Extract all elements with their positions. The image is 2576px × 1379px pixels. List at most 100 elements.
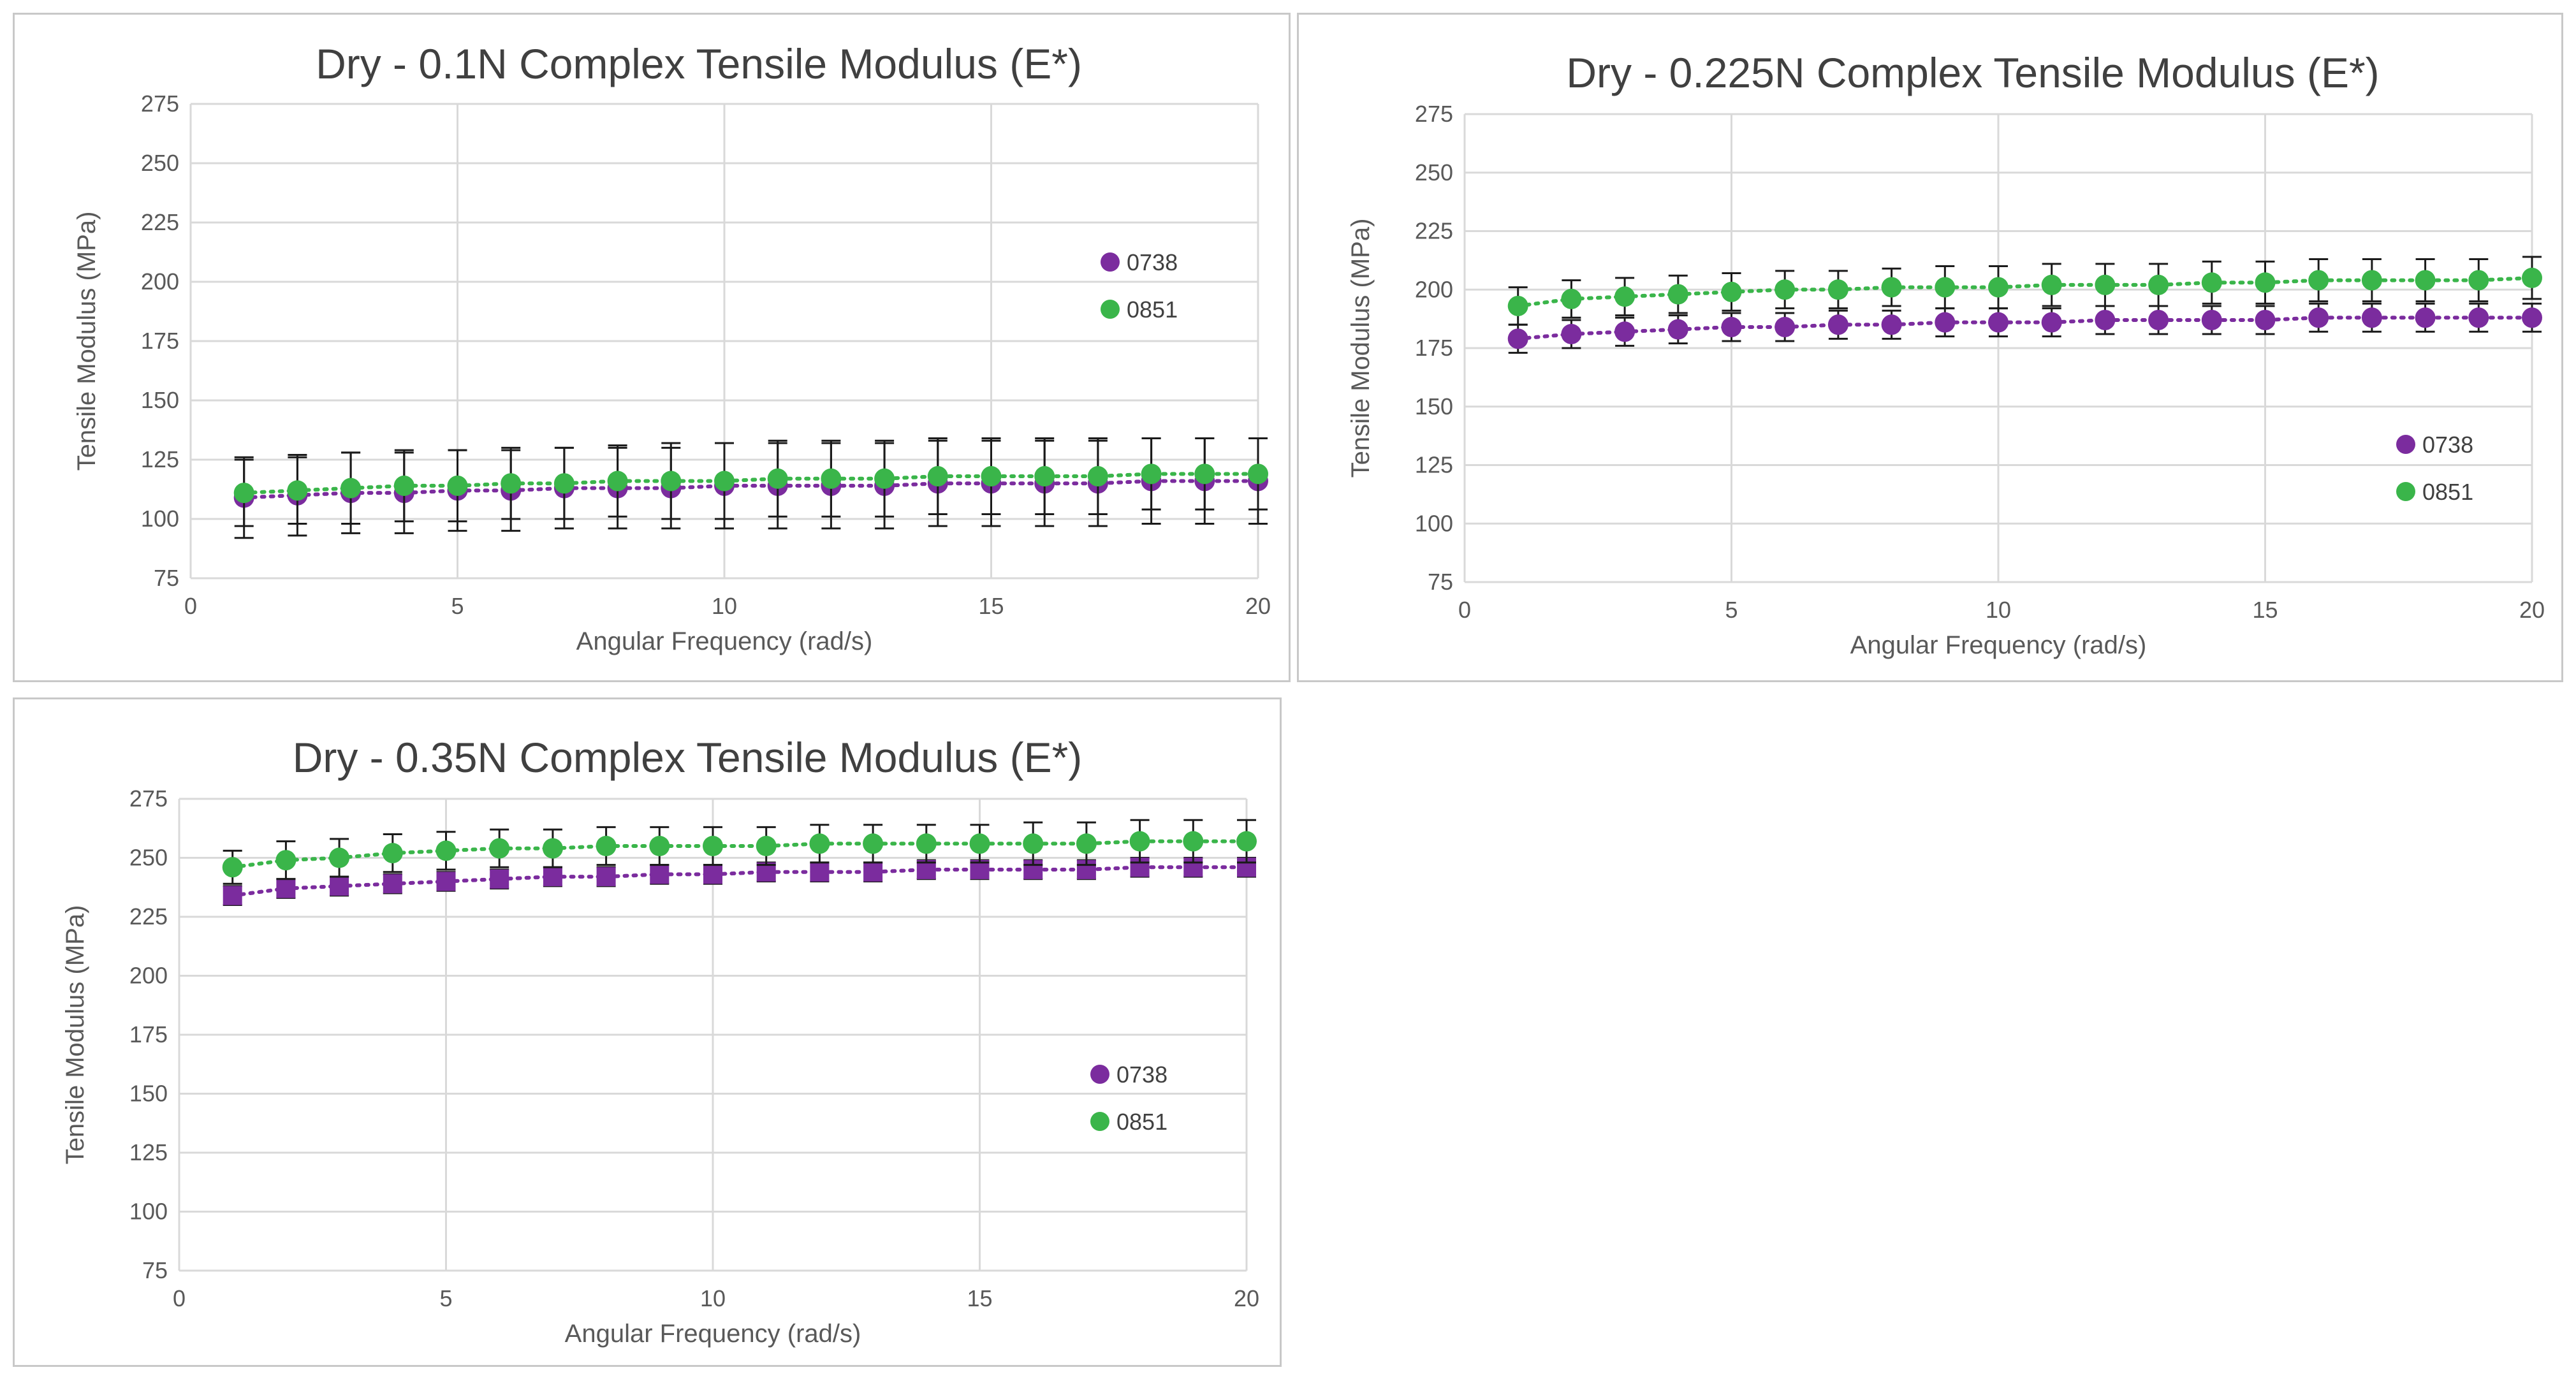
data-point-0851 [703,836,723,856]
data-point-0851 [809,833,830,854]
y-axis-label: Tensile Modulus (MPa) [1347,219,1375,478]
data-point-0851 [1561,288,1582,309]
data-point-0738 [703,865,722,884]
y-tick-label: 175 [129,1021,168,1047]
data-point-0738 [2468,307,2489,328]
data-point-0738 [1561,323,1582,344]
data-point-0851 [767,468,788,489]
data-point-0851 [542,838,563,859]
legend-label-0851: 0851 [1116,1109,1167,1135]
x-axis-label: Angular Frequency (rad/s) [565,1320,861,1348]
data-point-0738 [276,879,296,898]
data-point-0851 [969,833,990,854]
chart-title: Dry - 0.225N Complex Tensile Modulus (E*… [1566,49,2379,96]
data-point-0738 [1614,321,1636,342]
x-tick-label: 0 [173,1285,186,1311]
data-point-0738 [1775,316,1796,337]
data-point-0851 [1881,277,1902,298]
data-point-0851 [927,466,948,487]
data-point-0738 [2522,307,2542,328]
y-tick-label: 75 [154,565,179,591]
data-point-0851 [2041,274,2062,295]
data-point-0851 [1236,831,1257,852]
data-point-0851 [233,483,254,504]
y-tick-label: 225 [141,209,179,235]
data-point-0851 [596,836,617,856]
legend-label-0738: 0738 [2422,432,2473,458]
data-point-0851 [1721,281,1742,302]
legend-label-0738: 0738 [1127,249,1178,275]
legend-marker-0738 [2396,435,2415,454]
chart-svg: Dry - 0.35N Complex Tensile Modulus (E*)… [61,734,1259,1348]
data-point-0851 [756,836,777,856]
series-0851 [233,437,1268,527]
series-0851 [1507,256,2542,326]
chart-title: Dry - 0.35N Complex Tensile Modulus (E*) [293,734,1083,781]
y-axis-label: Tensile Modulus (MPa) [73,212,101,471]
series-0738 [1507,302,2542,354]
data-point-0738 [863,862,883,882]
data-point-0738 [810,862,830,882]
data-point-0851 [1034,466,1055,487]
y-tick-label: 75 [1428,569,1453,595]
data-point-0851 [1775,279,1796,300]
data-point-0851 [2201,272,2222,293]
x-tick-label: 0 [184,593,197,619]
data-point-0851 [393,475,414,496]
chart-svg: Dry - 0.1N Complex Tensile Modulus (E*) 7… [73,40,1271,655]
y-tick-label: 150 [141,387,179,413]
x-tick-label: 10 [700,1285,726,1311]
y-tick-label: 200 [141,268,179,295]
data-point-0851 [916,833,937,854]
legend-marker-0851 [1101,300,1120,319]
y-tick-label: 125 [129,1139,168,1165]
data-point-0851 [2415,270,2436,291]
data-point-0851 [2095,274,2116,295]
data-point-0851 [661,471,682,492]
data-point-0851 [874,468,895,489]
legend: 0738 0851 [2396,432,2473,505]
y-tick-label: 125 [141,446,179,472]
data-point-0851 [553,473,574,494]
data-point-0851 [2361,270,2382,291]
data-point-0851 [2522,267,2542,288]
data-point-0738 [1667,319,1688,340]
data-point-0851 [1194,463,1215,485]
legend-marker-0851 [1090,1112,1109,1131]
y-tick-label: 100 [141,506,179,532]
data-point-0738 [2308,307,2329,328]
x-tick-label: 15 [967,1285,992,1311]
data-point-0738 [2095,309,2116,330]
data-point-0738 [223,886,242,905]
data-point-0851 [649,836,670,856]
data-point-0851 [501,473,522,494]
y-tick-label: 275 [141,91,179,117]
y-tick-label: 250 [129,845,168,871]
x-tick-label: 15 [978,593,1004,619]
y-tick-label: 250 [141,150,179,176]
y-tick-label: 175 [1415,335,1453,361]
x-tick-label: 20 [2519,597,2545,623]
y-tick-label: 150 [1415,393,1453,420]
data-point-0738 [1507,328,1528,349]
legend-marker-0738 [1090,1065,1109,1084]
data-point-0851 [1129,831,1150,852]
data-point-0738 [1935,312,1956,333]
legend-label-0851: 0851 [1127,296,1178,323]
y-axis-label: Tensile Modulus (MPa) [61,905,89,1165]
data-point-0738 [2255,309,2276,330]
y-tick-label: 225 [129,903,168,930]
data-point-0851 [275,850,296,871]
data-point-0851 [435,840,457,861]
data-point-0851 [1935,277,1956,298]
y-tick-label: 275 [1415,101,1453,127]
data-point-0851 [340,478,362,499]
data-point-0738 [2361,307,2382,328]
data-point-0738 [383,874,402,894]
y-tick-label: 225 [1415,218,1453,244]
data-point-0738 [543,867,562,887]
data-point-0851 [1507,295,1528,316]
x-tick-label: 5 [451,593,464,619]
y-tick-label: 200 [1415,276,1453,302]
data-point-0851 [447,475,468,496]
